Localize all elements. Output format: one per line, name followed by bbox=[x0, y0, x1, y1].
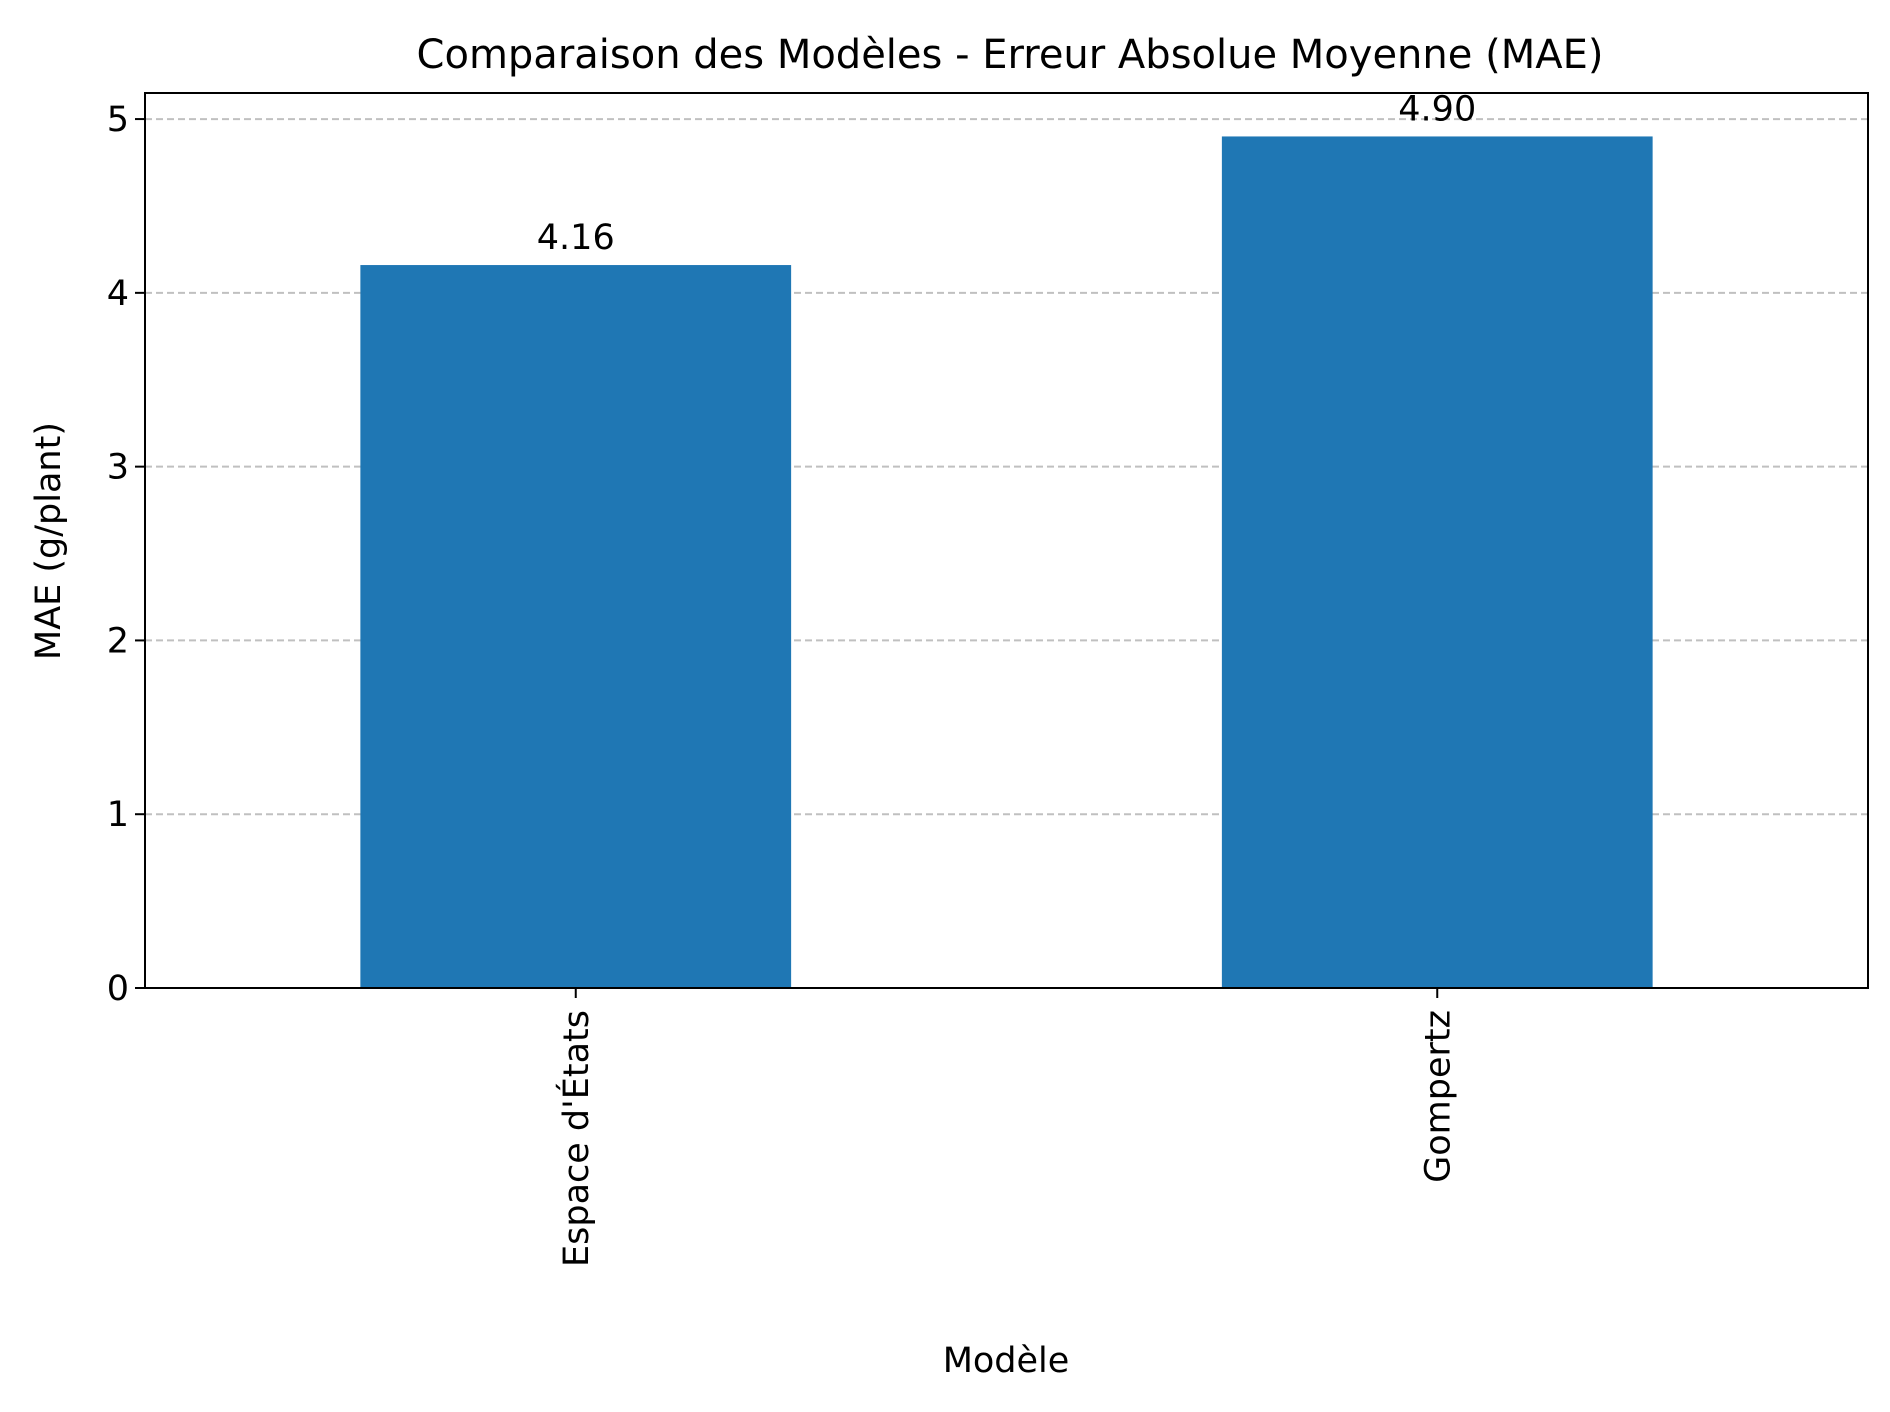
x-tick-label: Gompertz bbox=[1418, 1010, 1458, 1183]
x-tick-label: Espace d'États bbox=[555, 1010, 597, 1267]
y-tick-label: 3 bbox=[107, 448, 129, 488]
bar-value-label: 4.90 bbox=[1398, 89, 1476, 129]
y-tick-label: 4 bbox=[107, 274, 129, 314]
chart-title: Comparaison des Modèles - Erreur Absolue… bbox=[417, 32, 1604, 78]
data-labels: 4.16 4.90 bbox=[537, 89, 1476, 258]
x-axis-ticks: Espace d'États Gompertz bbox=[555, 988, 1458, 1267]
bar-value-label: 4.16 bbox=[537, 218, 615, 258]
y-tick-label: 5 bbox=[107, 100, 129, 140]
bars bbox=[360, 136, 1653, 989]
y-axis-label: MAE (g/plant) bbox=[29, 422, 69, 660]
y-tick-label: 1 bbox=[107, 795, 129, 835]
bar bbox=[1221, 136, 1653, 989]
x-axis-label: Modèle bbox=[943, 1341, 1070, 1381]
plot-frame bbox=[144, 92, 1869, 989]
bar bbox=[360, 265, 792, 988]
y-axis-ticks: 0 1 2 3 4 5 bbox=[107, 100, 145, 1009]
y-tick-label: 0 bbox=[107, 969, 129, 1009]
y-tick-label: 2 bbox=[107, 621, 129, 661]
